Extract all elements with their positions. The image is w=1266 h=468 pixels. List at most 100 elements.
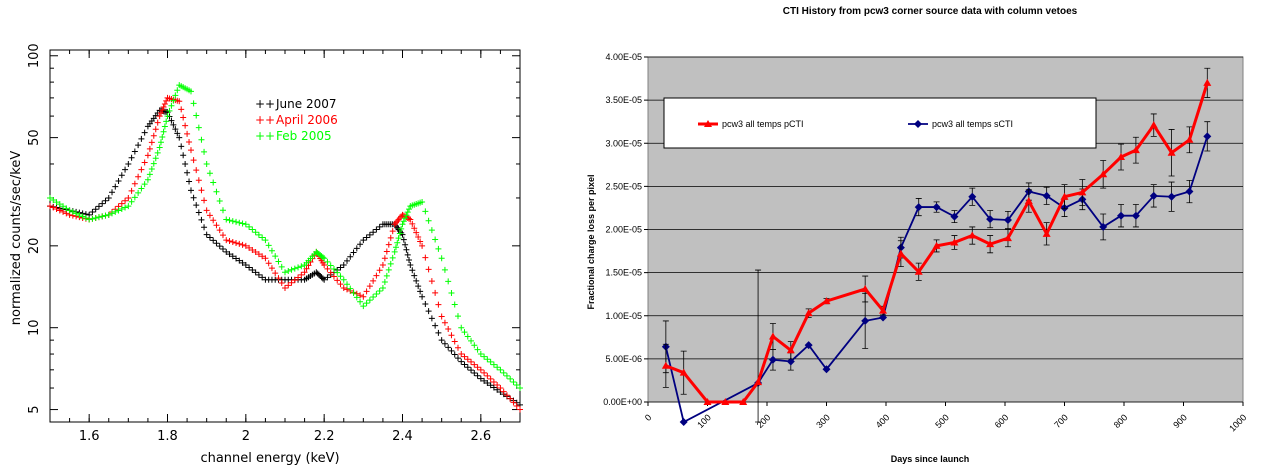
left-data-point-2 (268, 247, 275, 254)
left-legend-marker: ++ (255, 97, 275, 111)
left-data-point-2 (373, 291, 380, 298)
left-data-point-1 (223, 237, 230, 244)
left-data-point-0 (141, 129, 148, 136)
right-legend-label: pcw3 all temps sCTI (932, 119, 1013, 129)
left-data-point-1 (226, 238, 233, 245)
left-data-point-2 (125, 203, 132, 210)
left-data-point-2 (206, 170, 213, 177)
left-data-point-2 (193, 112, 200, 119)
left-data-point-2 (201, 148, 208, 155)
left-data-point-1 (428, 278, 435, 285)
left-data-point-2 (233, 218, 240, 225)
left-data-point-0 (184, 169, 191, 176)
left-data-point-1 (425, 266, 432, 273)
left-data-point-1 (417, 238, 424, 245)
left-data-point-1 (379, 262, 386, 269)
left-data-point-1 (198, 187, 205, 194)
left-data-point-1 (295, 274, 302, 281)
left-data-point-2 (441, 266, 448, 273)
right-data-point-0 (804, 309, 813, 317)
left-data-point-1 (340, 284, 347, 291)
left-data-point-0 (125, 160, 132, 167)
left-data-point-0 (428, 315, 435, 322)
left-data-point-0 (441, 340, 448, 347)
left-x-ticks: 1.6 1.8 2 2.2 2.4 2.6 (49, 50, 521, 444)
left-data-point-1 (438, 313, 445, 320)
left-data-point-2 (422, 208, 429, 215)
left-data-point-0 (400, 236, 407, 243)
left-data-point-1 (413, 229, 420, 236)
left-data-point-2 (344, 281, 351, 288)
left-data-point-1 (56, 207, 63, 214)
left-data-point-0 (411, 272, 418, 279)
left-data-point-0 (425, 308, 432, 315)
left-data-point-2 (399, 221, 406, 228)
right-series-line-0 (665, 82, 1209, 404)
right-x-ticks: 0 100 200 300 400 500 600 700 800 900 1000 (643, 402, 1248, 434)
left-data-point-2 (403, 212, 410, 219)
left-data-point-2 (334, 269, 341, 276)
left-data-point-1 (409, 220, 416, 227)
left-data-point-0 (313, 269, 320, 276)
left-data-point-0 (242, 262, 249, 269)
left-data-point-2 (102, 212, 109, 219)
left-data-point-1 (497, 385, 504, 392)
left-data-point-0 (180, 152, 187, 159)
left-data-point-0 (170, 121, 177, 128)
right-y-ticks: 0.00E+00 5.00E-06 1.00E-05 1.50E-05 2.00E-05… (603, 52, 648, 407)
left-data-point-0 (203, 231, 210, 238)
left-data-point-0 (406, 256, 413, 263)
left-data-point-2 (357, 298, 364, 305)
left-data-point-0 (109, 189, 116, 196)
left-data-point-0 (174, 130, 181, 137)
left-data-point-1 (219, 232, 226, 239)
left-data-point-1 (141, 159, 148, 166)
left-data-point-2 (494, 364, 501, 371)
right-legend-box (663, 97, 1097, 149)
left-data-point-1 (394, 218, 401, 225)
right-x-tick-label: 900 (1171, 412, 1189, 430)
left-data-point-2 (285, 267, 292, 274)
left-data-point-1 (285, 282, 292, 289)
left-data-point-1 (236, 240, 243, 247)
right-data-point-0 (879, 306, 888, 314)
left-data-point-2 (112, 208, 119, 215)
left-data-point-0 (350, 249, 357, 256)
left-data-point-2 (324, 258, 331, 265)
left-data-point-0 (172, 126, 179, 133)
left-data-point-2 (389, 254, 396, 261)
right-data-point-0 (721, 398, 730, 405)
left-data-point-1 (376, 267, 383, 274)
left-data-point-2 (135, 189, 142, 196)
left-data-point-1 (370, 277, 377, 284)
left-data-point-0 (239, 259, 246, 266)
left-data-point-0 (255, 271, 262, 278)
left-data-point-1 (50, 204, 57, 211)
left-data-point-2 (170, 97, 177, 104)
left-data-point-2 (172, 92, 179, 99)
left-data-point-0 (438, 337, 445, 344)
left-data-point-2 (400, 218, 407, 225)
left-data-point-1 (259, 253, 266, 260)
left-data-point-2 (468, 337, 475, 344)
right-x-tick-label: 1000 (1227, 412, 1248, 433)
left-data-point-2 (428, 227, 435, 234)
left-data-point-1 (387, 234, 394, 241)
left-data-point-2 (500, 369, 507, 376)
left-data-point-1 (458, 351, 465, 358)
right-y-tick-label: 5.00E-06 (605, 354, 642, 364)
left-data-point-2 (252, 229, 259, 236)
left-data-point-0 (477, 375, 484, 382)
left-data-point-2 (451, 301, 458, 308)
left-data-point-2 (402, 215, 409, 222)
left-data-point-2 (60, 203, 67, 210)
left-data-point-0 (99, 200, 106, 207)
left-data-point-1 (278, 280, 285, 287)
left-data-point-1 (481, 369, 488, 376)
left-data-point-0 (366, 231, 373, 238)
left-data-point-2 (105, 211, 112, 218)
right-legend-marker (914, 120, 922, 128)
left-data-point-0 (193, 202, 200, 209)
right-data-point-1 (786, 357, 795, 366)
left-data-point-2 (150, 160, 157, 167)
